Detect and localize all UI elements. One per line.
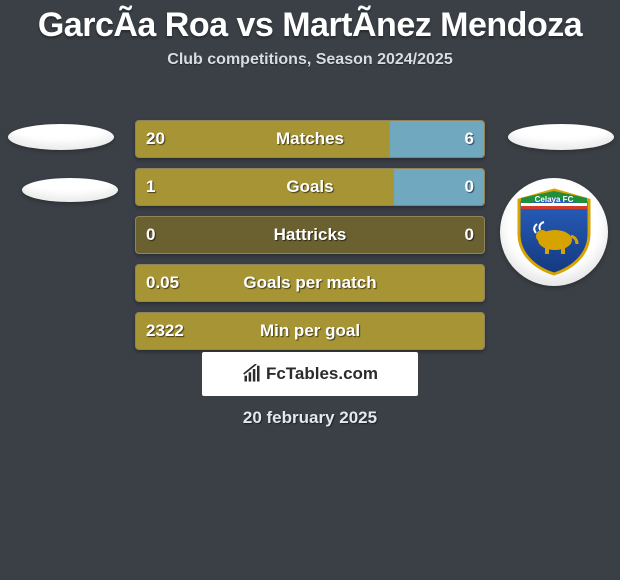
value-right: 6 (465, 121, 474, 157)
stat-row: Min per goal2322 (135, 312, 485, 350)
club-badge: Celaya FC (500, 178, 608, 286)
value-left: 1 (146, 169, 155, 205)
player-left-badge-1 (8, 124, 114, 150)
value-left: 2322 (146, 313, 184, 349)
player-left-badge-2 (22, 178, 118, 202)
brand-box: FcTables.com (202, 352, 418, 396)
stat-row: Goals per match0.05 (135, 264, 485, 302)
stat-row: Matches20 6 (135, 120, 485, 158)
date-text: 20 february 2025 (0, 408, 620, 428)
metric-label: Min per goal (136, 313, 484, 349)
stat-row: Goals1 0 (135, 168, 485, 206)
stat-row: Hattricks0 0 (135, 216, 485, 254)
value-left: 0.05 (146, 265, 179, 301)
value-left: 20 (146, 121, 165, 157)
page-title: GarcÃ­a Roa vs MartÃ­nez Mendoza (0, 0, 620, 45)
comparison-bars: Matches206Goals10Hattricks00Goals per ma… (135, 120, 485, 360)
metric-label: Goals (136, 169, 484, 205)
player-right-badge-1 (508, 124, 614, 150)
metric-label: Hattricks (136, 217, 484, 253)
value-left: 0 (146, 217, 155, 253)
chart-icon (242, 364, 262, 384)
shield-icon: Celaya FC (515, 188, 593, 276)
metric-label: Goals per match (136, 265, 484, 301)
brand-text: FcTables.com (266, 364, 378, 384)
page-subtitle: Club competitions, Season 2024/2025 (0, 51, 620, 69)
badge-text: Celaya FC (535, 195, 574, 204)
metric-label: Matches (136, 121, 484, 157)
value-right: 0 (465, 217, 474, 253)
value-right: 0 (465, 169, 474, 205)
